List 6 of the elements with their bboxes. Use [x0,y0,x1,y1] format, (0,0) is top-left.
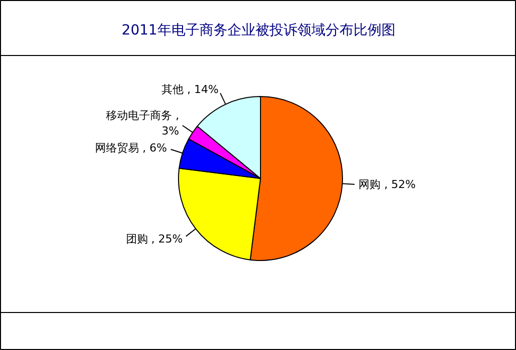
slice-label: 团购 , 25% [126,232,183,246]
slice-label: 网购 , 52% [358,178,416,192]
chart-title: 2011年电子商务企业被投诉领域分布比例图 [122,22,396,38]
slice-label: 其他 , 14% [162,82,219,96]
slice-label: 移动电子商务 , 3% [106,108,180,138]
slice-label: 网络贸易 , 6% [94,142,167,155]
